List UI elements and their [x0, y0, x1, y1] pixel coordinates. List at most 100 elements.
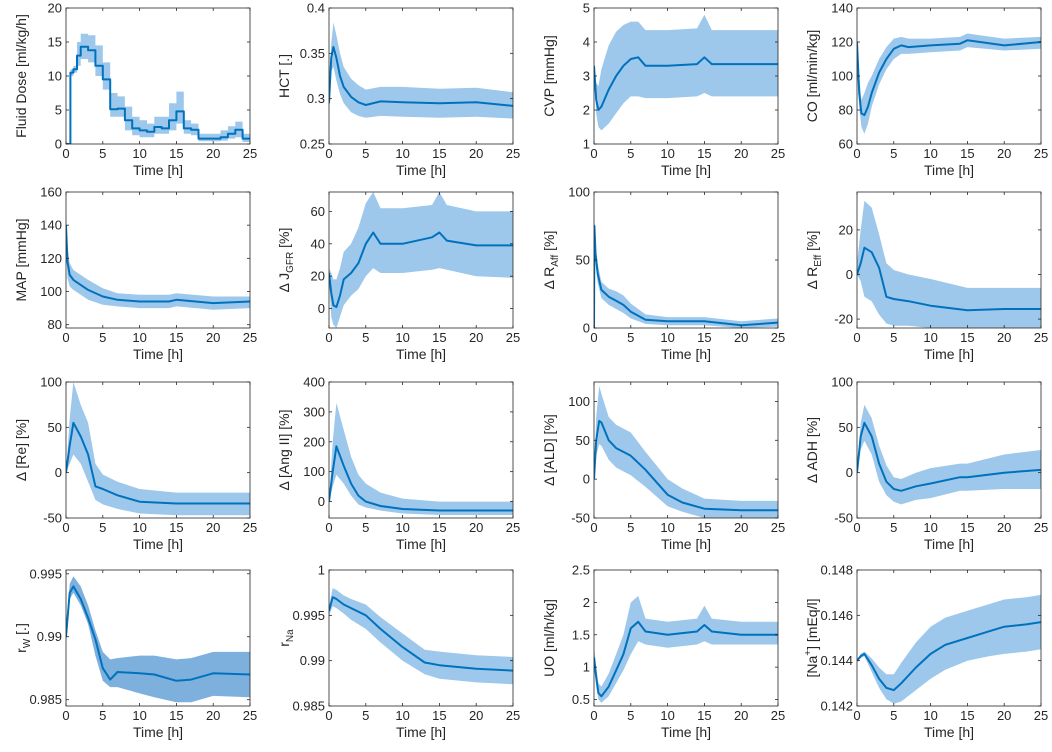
- x-tick-label: 5: [99, 146, 106, 161]
- y-axis-label: Δ ADH [%]: [804, 417, 820, 483]
- x-tick-label: 10: [660, 520, 674, 535]
- y-tick-label: 100: [568, 394, 590, 409]
- y-tick-label: 80: [839, 103, 853, 118]
- x-axis-label: Time [h]: [661, 162, 711, 178]
- y-tick-label: 0: [55, 465, 62, 480]
- x-tick-label: 15: [169, 708, 183, 723]
- x-axis-label: Time [h]: [661, 724, 711, 740]
- x-axis-label: Time [h]: [133, 724, 183, 740]
- y-axis-label: Δ [Ang II] [%]: [276, 410, 292, 491]
- x-tick-label: 5: [362, 146, 369, 161]
- x-tick-label: 15: [960, 146, 974, 161]
- x-tick-label: 20: [734, 146, 748, 161]
- x-tick-label: 20: [206, 146, 220, 161]
- y-tick-label: 140: [831, 1, 853, 16]
- y-axis-label: MAP [mmHg]: [13, 219, 29, 302]
- axes-box: [328, 569, 514, 707]
- x-axis-label: Time [h]: [661, 536, 711, 552]
- y-tick-label: 120: [831, 35, 853, 50]
- y-tick-label: 50: [839, 420, 853, 435]
- x-tick-label: 15: [697, 708, 711, 723]
- x-tick-label: 20: [469, 146, 483, 161]
- x-tick-label: 25: [506, 708, 520, 723]
- x-tick-label: 25: [1034, 520, 1048, 535]
- x-tick-label: 0: [325, 520, 332, 535]
- y-tick-label: 0: [318, 301, 325, 316]
- axes-box: [856, 381, 1042, 519]
- x-tick-label: 10: [395, 520, 409, 535]
- y-axis-label: CVP [mmHg]: [541, 35, 557, 116]
- axes-box: [65, 191, 251, 329]
- y-tick-label: 5: [55, 103, 62, 118]
- x-tick-label: 15: [432, 146, 446, 161]
- y-axis-label: Δ REff [%]: [804, 231, 824, 290]
- x-tick-label: 15: [697, 146, 711, 161]
- y-tick-label: 1: [318, 563, 325, 578]
- x-tick-label: 25: [506, 330, 520, 345]
- y-tick-label: 10: [48, 69, 62, 84]
- y-tick-label: 100: [568, 185, 590, 200]
- y-tick-label: 0: [846, 465, 853, 480]
- median-line: [594, 225, 778, 328]
- y-tick-label: 0: [583, 321, 590, 336]
- y-tick-label: 140: [40, 218, 62, 233]
- y-tick-label: 0: [318, 494, 325, 509]
- median-line: [329, 596, 513, 672]
- subplot-2: 0 5 10 15 20 25 0.25 0.3 0.35 0.4 Time [h] HCT [.]: [276, 1, 520, 179]
- y-tick-label: -50: [43, 511, 62, 526]
- x-tick-label: 10: [923, 708, 937, 723]
- median-line: [329, 231, 513, 308]
- x-tick-label: 25: [771, 520, 785, 535]
- x-tick-label: 25: [771, 708, 785, 723]
- confidence-band: [66, 216, 250, 310]
- y-axis-label: rW [.]: [13, 623, 33, 653]
- x-tick-label: 25: [1034, 330, 1048, 345]
- x-tick-label: 0: [590, 146, 597, 161]
- y-tick-label: -20: [834, 312, 853, 327]
- y-tick-label: 100: [40, 375, 62, 390]
- y-axis-label: Δ RAff [%]: [541, 231, 561, 290]
- x-tick-label: 25: [771, 146, 785, 161]
- x-tick-label: 20: [997, 330, 1011, 345]
- x-tick-label: 10: [132, 708, 146, 723]
- x-axis-label: Time [h]: [924, 536, 974, 552]
- x-axis-label: Time [h]: [924, 162, 974, 178]
- x-tick-label: 5: [99, 330, 106, 345]
- axes-box: [593, 569, 779, 707]
- x-tick-label: 15: [697, 520, 711, 535]
- x-tick-label: 5: [362, 520, 369, 535]
- x-tick-label: 20: [206, 520, 220, 535]
- x-tick-label: 5: [627, 708, 634, 723]
- y-tick-label: 2: [583, 103, 590, 118]
- y-tick-label: 40: [311, 236, 325, 251]
- y-tick-label: 100: [831, 69, 853, 84]
- y-tick-label: 0.985: [292, 699, 325, 714]
- x-tick-label: 0: [62, 520, 69, 535]
- x-axis-label: Time [h]: [396, 162, 446, 178]
- x-axis-label: Time [h]: [133, 162, 183, 178]
- y-tick-label: 0.99: [37, 629, 62, 644]
- y-tick-label: 3: [583, 69, 590, 84]
- y-tick-label: 0.146: [820, 608, 853, 623]
- y-axis-label: UO [ml/h/kg]: [541, 599, 557, 677]
- y-tick-label: 120: [40, 251, 62, 266]
- median-line: [594, 620, 778, 698]
- x-tick-label: 10: [132, 520, 146, 535]
- x-tick-label: 0: [325, 146, 332, 161]
- y-axis-label: rNa: [276, 629, 296, 647]
- y-axis-label: CO [ml/min/kg]: [804, 30, 820, 123]
- x-tick-label: 0: [62, 146, 69, 161]
- x-tick-label: 5: [890, 708, 897, 723]
- median-line: [594, 56, 778, 111]
- x-tick-label: 10: [923, 146, 937, 161]
- x-tick-label: 20: [734, 330, 748, 345]
- x-tick-label: 0: [590, 520, 597, 535]
- y-tick-label: 0.4: [307, 1, 325, 16]
- x-axis-label: Time [h]: [924, 724, 974, 740]
- x-tick-label: 15: [432, 520, 446, 535]
- x-axis-label: Time [h]: [133, 536, 183, 552]
- y-axis-label: Fluid Dose [ml/kg/h]: [13, 14, 29, 138]
- median-line: [66, 421, 250, 505]
